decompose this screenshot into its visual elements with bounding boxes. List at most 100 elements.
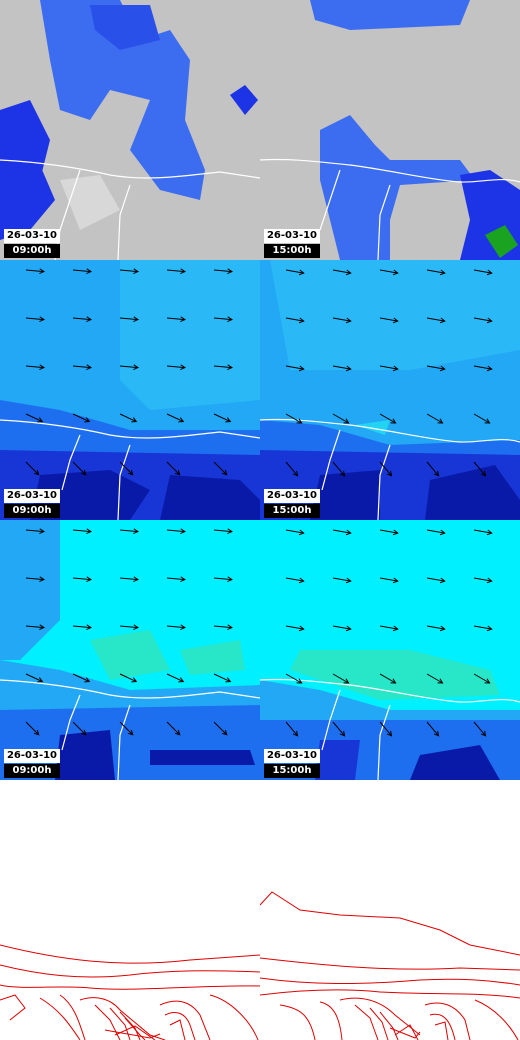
border-line	[377, 704, 391, 780]
wind-arrow-head	[86, 364, 92, 371]
wind-arrow-head	[392, 365, 399, 372]
wind-arrow	[213, 365, 232, 369]
wind-arrow	[473, 413, 490, 424]
wind-arrow-head	[484, 678, 491, 684]
pressure-contours-1500	[260, 891, 520, 1040]
border-line	[117, 704, 131, 780]
wind-arrow-head	[39, 268, 45, 275]
wind-map-low-0900: 26-03-10 09:00h	[0, 260, 260, 520]
wind-arrow-head	[180, 364, 186, 371]
wind-arrow-head	[180, 624, 186, 631]
wind-arrow-head	[439, 317, 446, 324]
wind-arrow	[119, 625, 138, 629]
wind-arrow-head	[133, 364, 139, 371]
time-label: 09:00h	[4, 504, 60, 518]
wind-arrow	[72, 721, 87, 736]
wind-arrow-head	[133, 268, 139, 275]
border-line	[61, 434, 81, 491]
wind-arrow	[379, 413, 396, 424]
coastline	[260, 158, 520, 183]
wind-arrow	[473, 317, 492, 322]
time-label: 15:00h	[264, 504, 320, 518]
wind-arrow-head	[298, 529, 305, 536]
wind-arrow	[285, 413, 302, 424]
wind-arrow-head	[33, 469, 40, 476]
wind-arrow-head	[392, 625, 399, 632]
wind-arrow-head	[484, 418, 491, 424]
wind-map-high-0900: 26-03-10 09:00h	[0, 520, 260, 780]
wind-arrow	[285, 365, 304, 370]
time-label: 09:00h	[4, 244, 60, 258]
wind-arrow-head	[390, 678, 397, 684]
wind-arrow-head	[339, 730, 346, 737]
wind-arrow-head	[227, 528, 233, 535]
precipitation-field-1500	[260, 0, 520, 260]
wind-arrow	[379, 673, 396, 684]
wind-arrow-head	[486, 529, 493, 536]
wind-arrow	[426, 365, 445, 370]
wind-arrow-head	[298, 577, 305, 584]
wind-arrow-head	[180, 528, 186, 535]
wind-arrow	[473, 625, 492, 630]
wind-arrow	[285, 461, 298, 477]
wind-arrow-head	[174, 469, 181, 476]
wind-arrow-head	[37, 677, 44, 683]
coastline	[260, 418, 520, 443]
wind-arrow	[426, 317, 445, 322]
wind-arrow	[426, 625, 445, 630]
wind-arrow-head	[39, 528, 45, 535]
wind-arrow-head	[486, 317, 493, 324]
wind-arrow	[166, 461, 181, 476]
wind-arrow	[72, 269, 91, 273]
wind-arrow	[119, 577, 138, 581]
border-line	[117, 184, 131, 260]
wind-arrow-head	[86, 268, 92, 275]
date-label: 26-03-10	[264, 749, 320, 763]
wind-arrow	[213, 461, 228, 476]
wind-arrow-head	[433, 470, 440, 477]
wind-arrow-head	[345, 577, 352, 584]
wind-arrow	[119, 461, 134, 476]
wind-arrow-head	[86, 624, 92, 631]
wind-arrow-head	[227, 316, 233, 323]
wind-arrow	[473, 577, 492, 582]
wind-arrow	[285, 673, 302, 684]
wind-arrow-head	[439, 365, 446, 372]
wind-arrow	[213, 269, 232, 273]
wind-arrow	[166, 317, 185, 321]
border-line	[61, 694, 81, 751]
coastline	[0, 159, 260, 179]
wind-arrow	[332, 461, 345, 477]
wind-arrow-head	[390, 418, 397, 424]
wind-arrow-head	[392, 269, 399, 276]
wind-arrow	[213, 413, 231, 423]
wind-arrow	[72, 365, 91, 369]
wind-arrow-head	[86, 316, 92, 323]
wind-arrow	[332, 673, 349, 684]
wind-arrow	[25, 673, 43, 683]
wind-arrow	[379, 529, 398, 534]
wind-arrow	[72, 673, 90, 683]
wind-arrow-head	[433, 730, 440, 737]
wind-arrow	[25, 269, 44, 273]
wind-arrow	[332, 269, 351, 274]
wind-arrow	[426, 461, 439, 477]
date-label: 26-03-10	[4, 749, 60, 763]
wind-arrow-head	[345, 365, 352, 372]
wind-arrow	[25, 577, 44, 581]
wind-arrow-head	[296, 678, 303, 684]
precipitation-map-1500: 26-03-10 15:00h	[260, 0, 520, 260]
wind-arrow-head	[486, 577, 493, 584]
wind-arrow-head	[39, 316, 45, 323]
wind-arrow	[119, 721, 134, 736]
wind-arrow	[166, 625, 185, 629]
date-label: 26-03-10	[264, 489, 320, 503]
wind-arrow-head	[486, 269, 493, 276]
wind-arrow-head	[298, 365, 305, 372]
border-line	[321, 689, 341, 751]
wind-arrow-head	[39, 624, 45, 631]
wind-arrow	[213, 625, 232, 629]
contour-map-0900	[0, 780, 260, 1040]
wind-arrow	[473, 461, 486, 477]
wind-arrow-head	[84, 677, 91, 683]
